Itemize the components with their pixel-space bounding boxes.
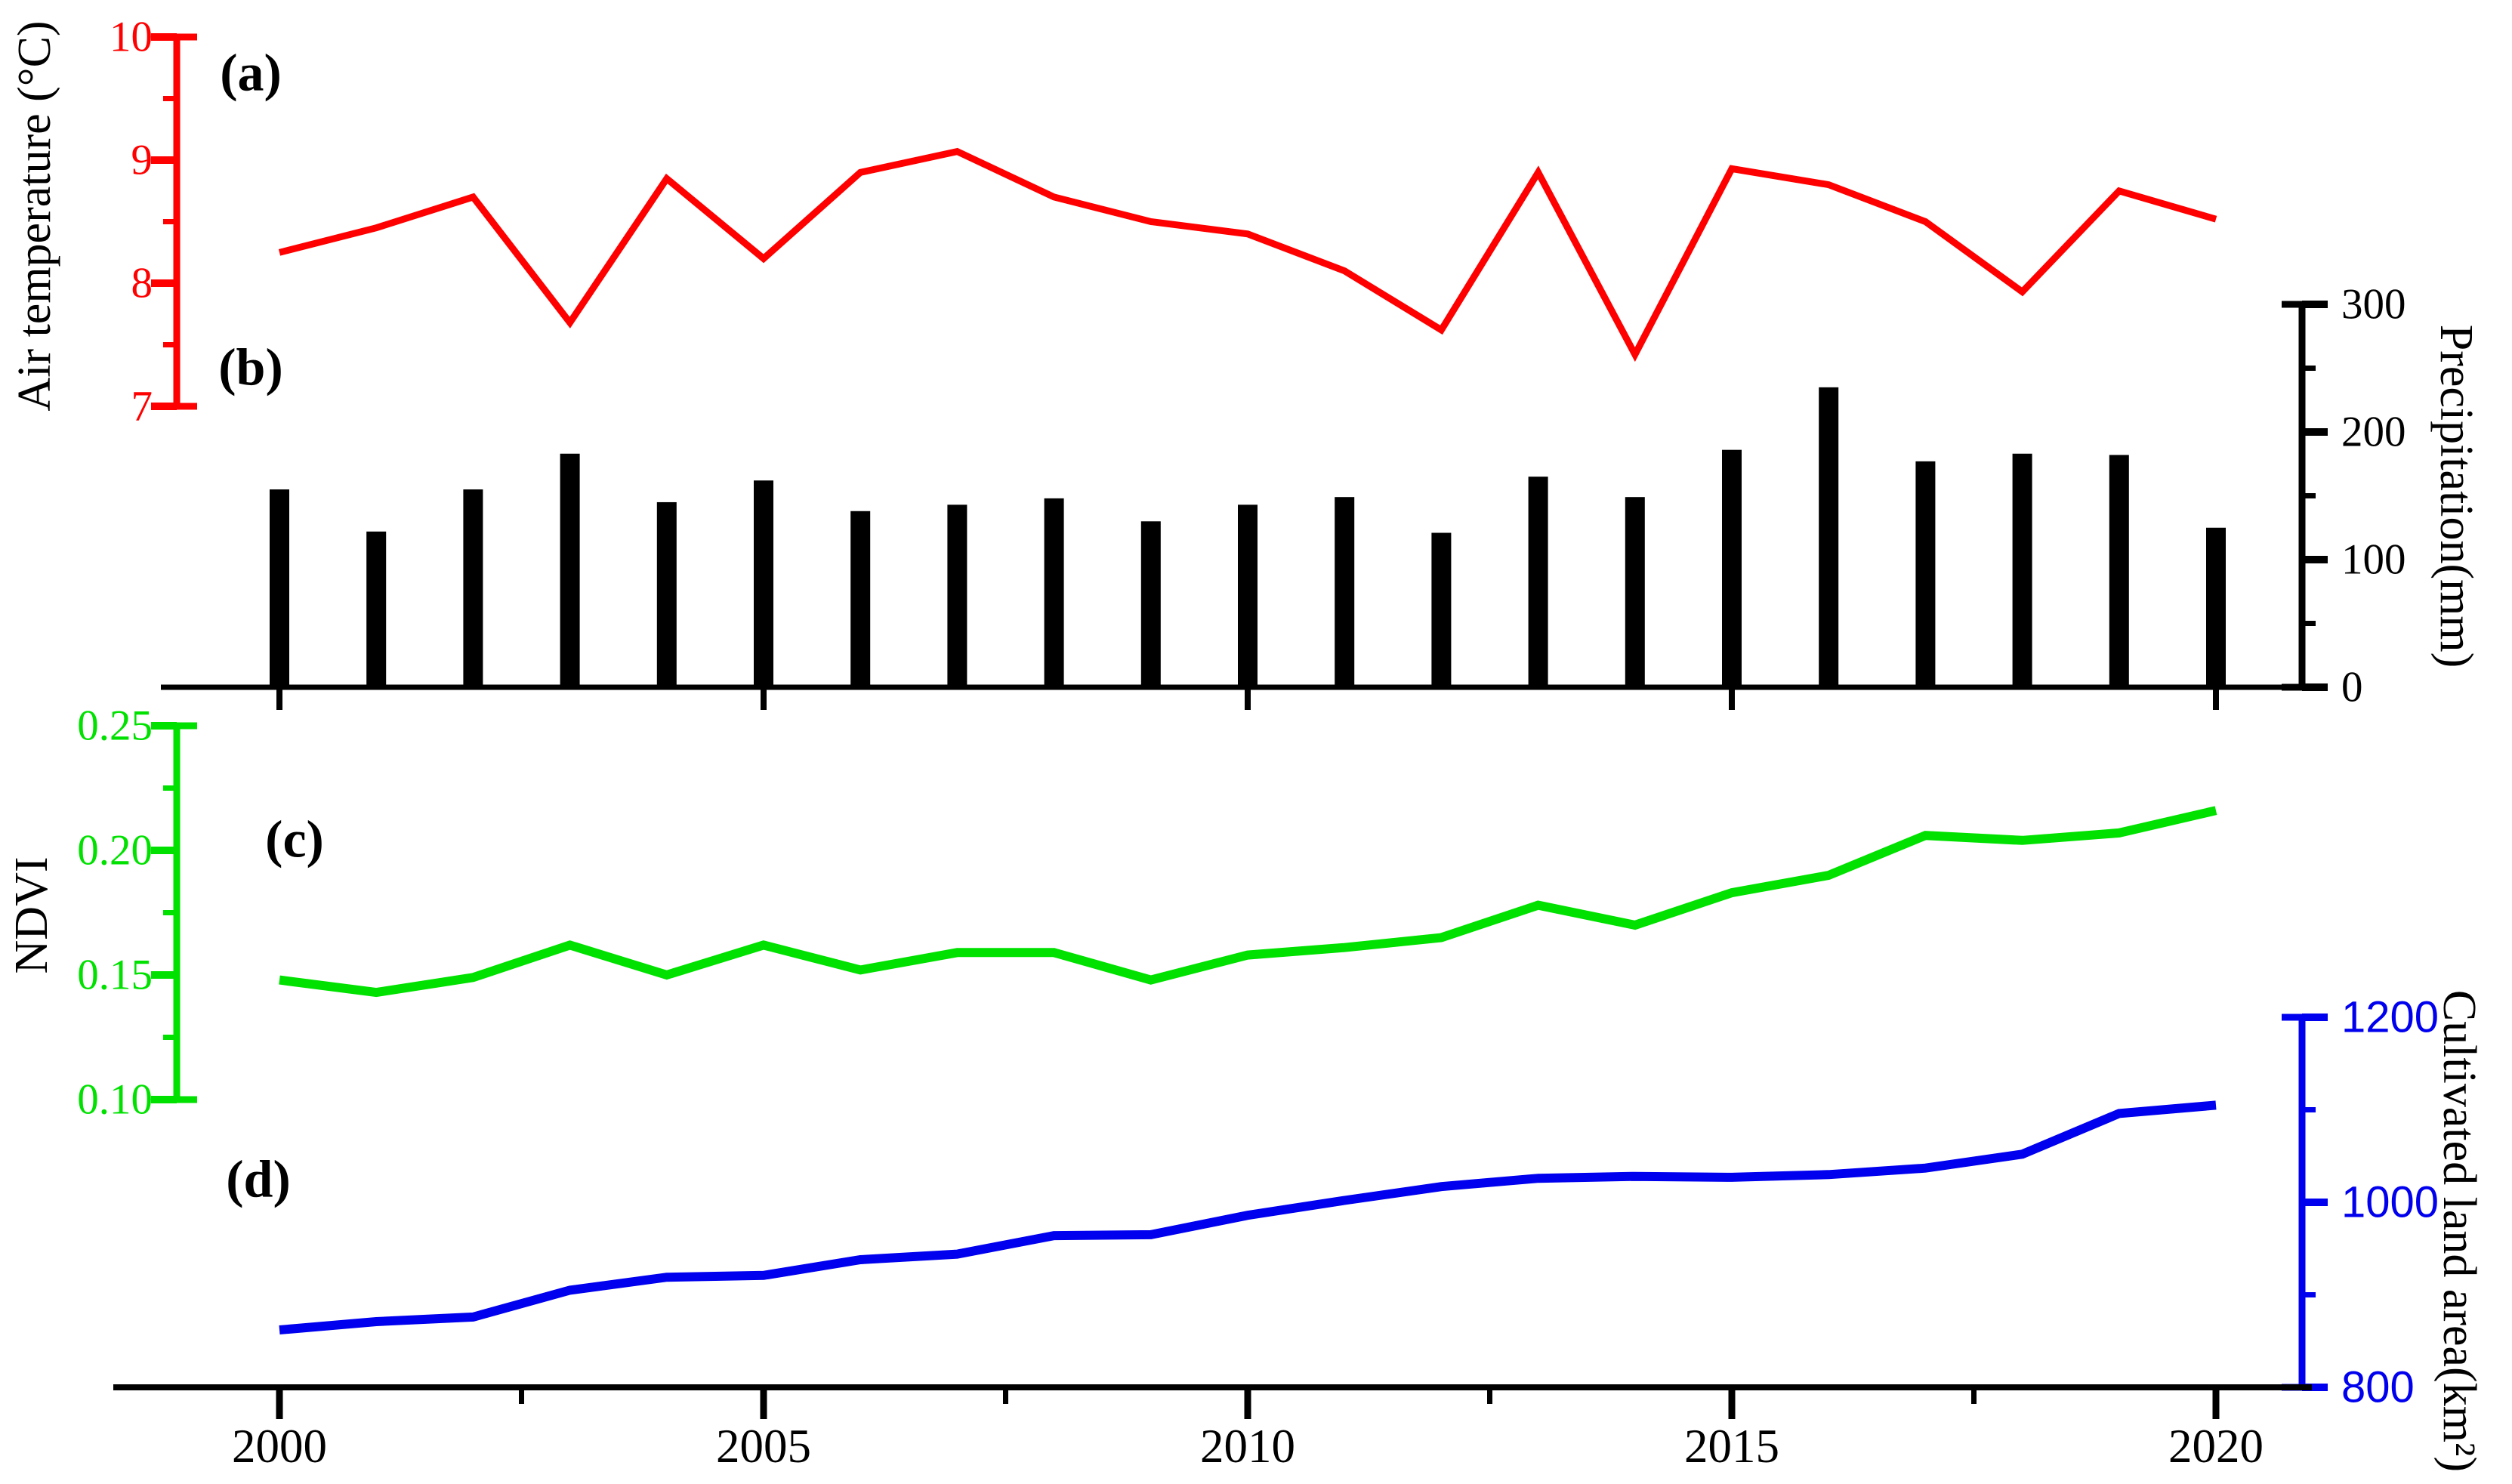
precipitation-bar (850, 511, 871, 687)
axis-tick-label: 8 (131, 260, 153, 307)
precipitation-bar (1625, 497, 1645, 687)
precipitation-bar (754, 480, 773, 687)
precipitation-bar (2109, 455, 2129, 687)
precipitation-bar (270, 489, 289, 687)
axis-tick-label: 100 (2341, 536, 2406, 584)
axis-tick-label: 0 (2341, 664, 2363, 711)
axis-tick-label: 10 (110, 14, 153, 61)
axis-tick-label: 300 (2341, 281, 2406, 329)
panel-label: (d) (226, 1151, 291, 1209)
axis-tick-label: 800 (2341, 1363, 2415, 1412)
series-line-air-temperature (278, 147, 2217, 363)
precipitation-bar (2206, 527, 2226, 687)
x-tick-label: 2005 (716, 1420, 811, 1473)
precipitation-bar (1915, 461, 1936, 687)
axis-tick-label: 1200 (2341, 993, 2439, 1042)
axis-title: Precipitation(mm) (2430, 325, 2482, 668)
series-line-ndvi (279, 806, 2217, 998)
series-line-cultivated-land-area (279, 1100, 2217, 1334)
panel-label: (c) (265, 811, 324, 869)
axis-title: Air temperature (°C) (9, 20, 60, 411)
precipitation-bar (463, 489, 483, 687)
precipitation-bar (1819, 387, 1839, 687)
axis-tick-label: 1000 (2341, 1178, 2439, 1227)
precipitation-bar (2012, 453, 2032, 687)
axis-tick-label: 0.20 (77, 827, 153, 875)
x-tick-label: 2015 (1684, 1420, 1779, 1473)
precipitation-bar (1238, 504, 1258, 687)
x-tick-label: 2020 (2168, 1420, 2264, 1473)
axis-title: Cultivated land area(km²) (2433, 990, 2485, 1472)
precipitation-bar (560, 453, 580, 687)
precipitation-bar (947, 504, 967, 687)
precipitation-bar (1335, 497, 1355, 687)
panel-label: (a) (220, 45, 282, 103)
precipitation-bar (656, 501, 677, 687)
axis-tick-label: 7 (131, 383, 153, 430)
axis-tick-label: 200 (2341, 409, 2406, 456)
axis-tick-label: 0.15 (77, 952, 153, 999)
precipitation-bar (366, 531, 387, 687)
axis-tick-label: 0.25 (77, 702, 153, 750)
precipitation-bar (1528, 477, 1548, 687)
x-tick-label: 2000 (232, 1420, 327, 1473)
precipitation-bar (1044, 498, 1064, 687)
panel-label: (b) (218, 339, 283, 397)
precipitation-bar (1140, 521, 1161, 687)
axis-tick-label: 9 (131, 137, 153, 184)
precipitation-bar (1431, 532, 1452, 687)
x-tick-label: 2010 (1200, 1420, 1295, 1473)
axis-title: NDVI (6, 857, 57, 974)
axis-tick-label: 0.10 (77, 1076, 153, 1124)
precipitation-bar (1722, 449, 1742, 687)
